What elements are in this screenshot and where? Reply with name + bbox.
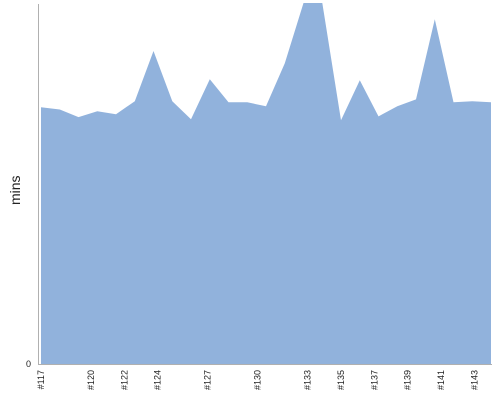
area-series — [41, 3, 491, 364]
x-tick-label: #143 — [469, 370, 479, 390]
x-tick-label: #127 — [203, 370, 213, 390]
x-tick-label: #139 — [403, 370, 413, 390]
x-tick-label: #124 — [153, 370, 163, 390]
x-tick-label: #137 — [369, 370, 379, 390]
x-tick-label: #122 — [119, 370, 129, 390]
x-tick-label: #141 — [436, 370, 446, 390]
x-tick-label: #117 — [36, 370, 46, 389]
x-tick-label: #120 — [86, 370, 96, 390]
x-tick-label: #133 — [303, 370, 313, 390]
y-tick-label: 0 — [26, 359, 31, 369]
x-tick-label: #130 — [253, 370, 263, 390]
x-tick-label: #135 — [336, 370, 346, 390]
